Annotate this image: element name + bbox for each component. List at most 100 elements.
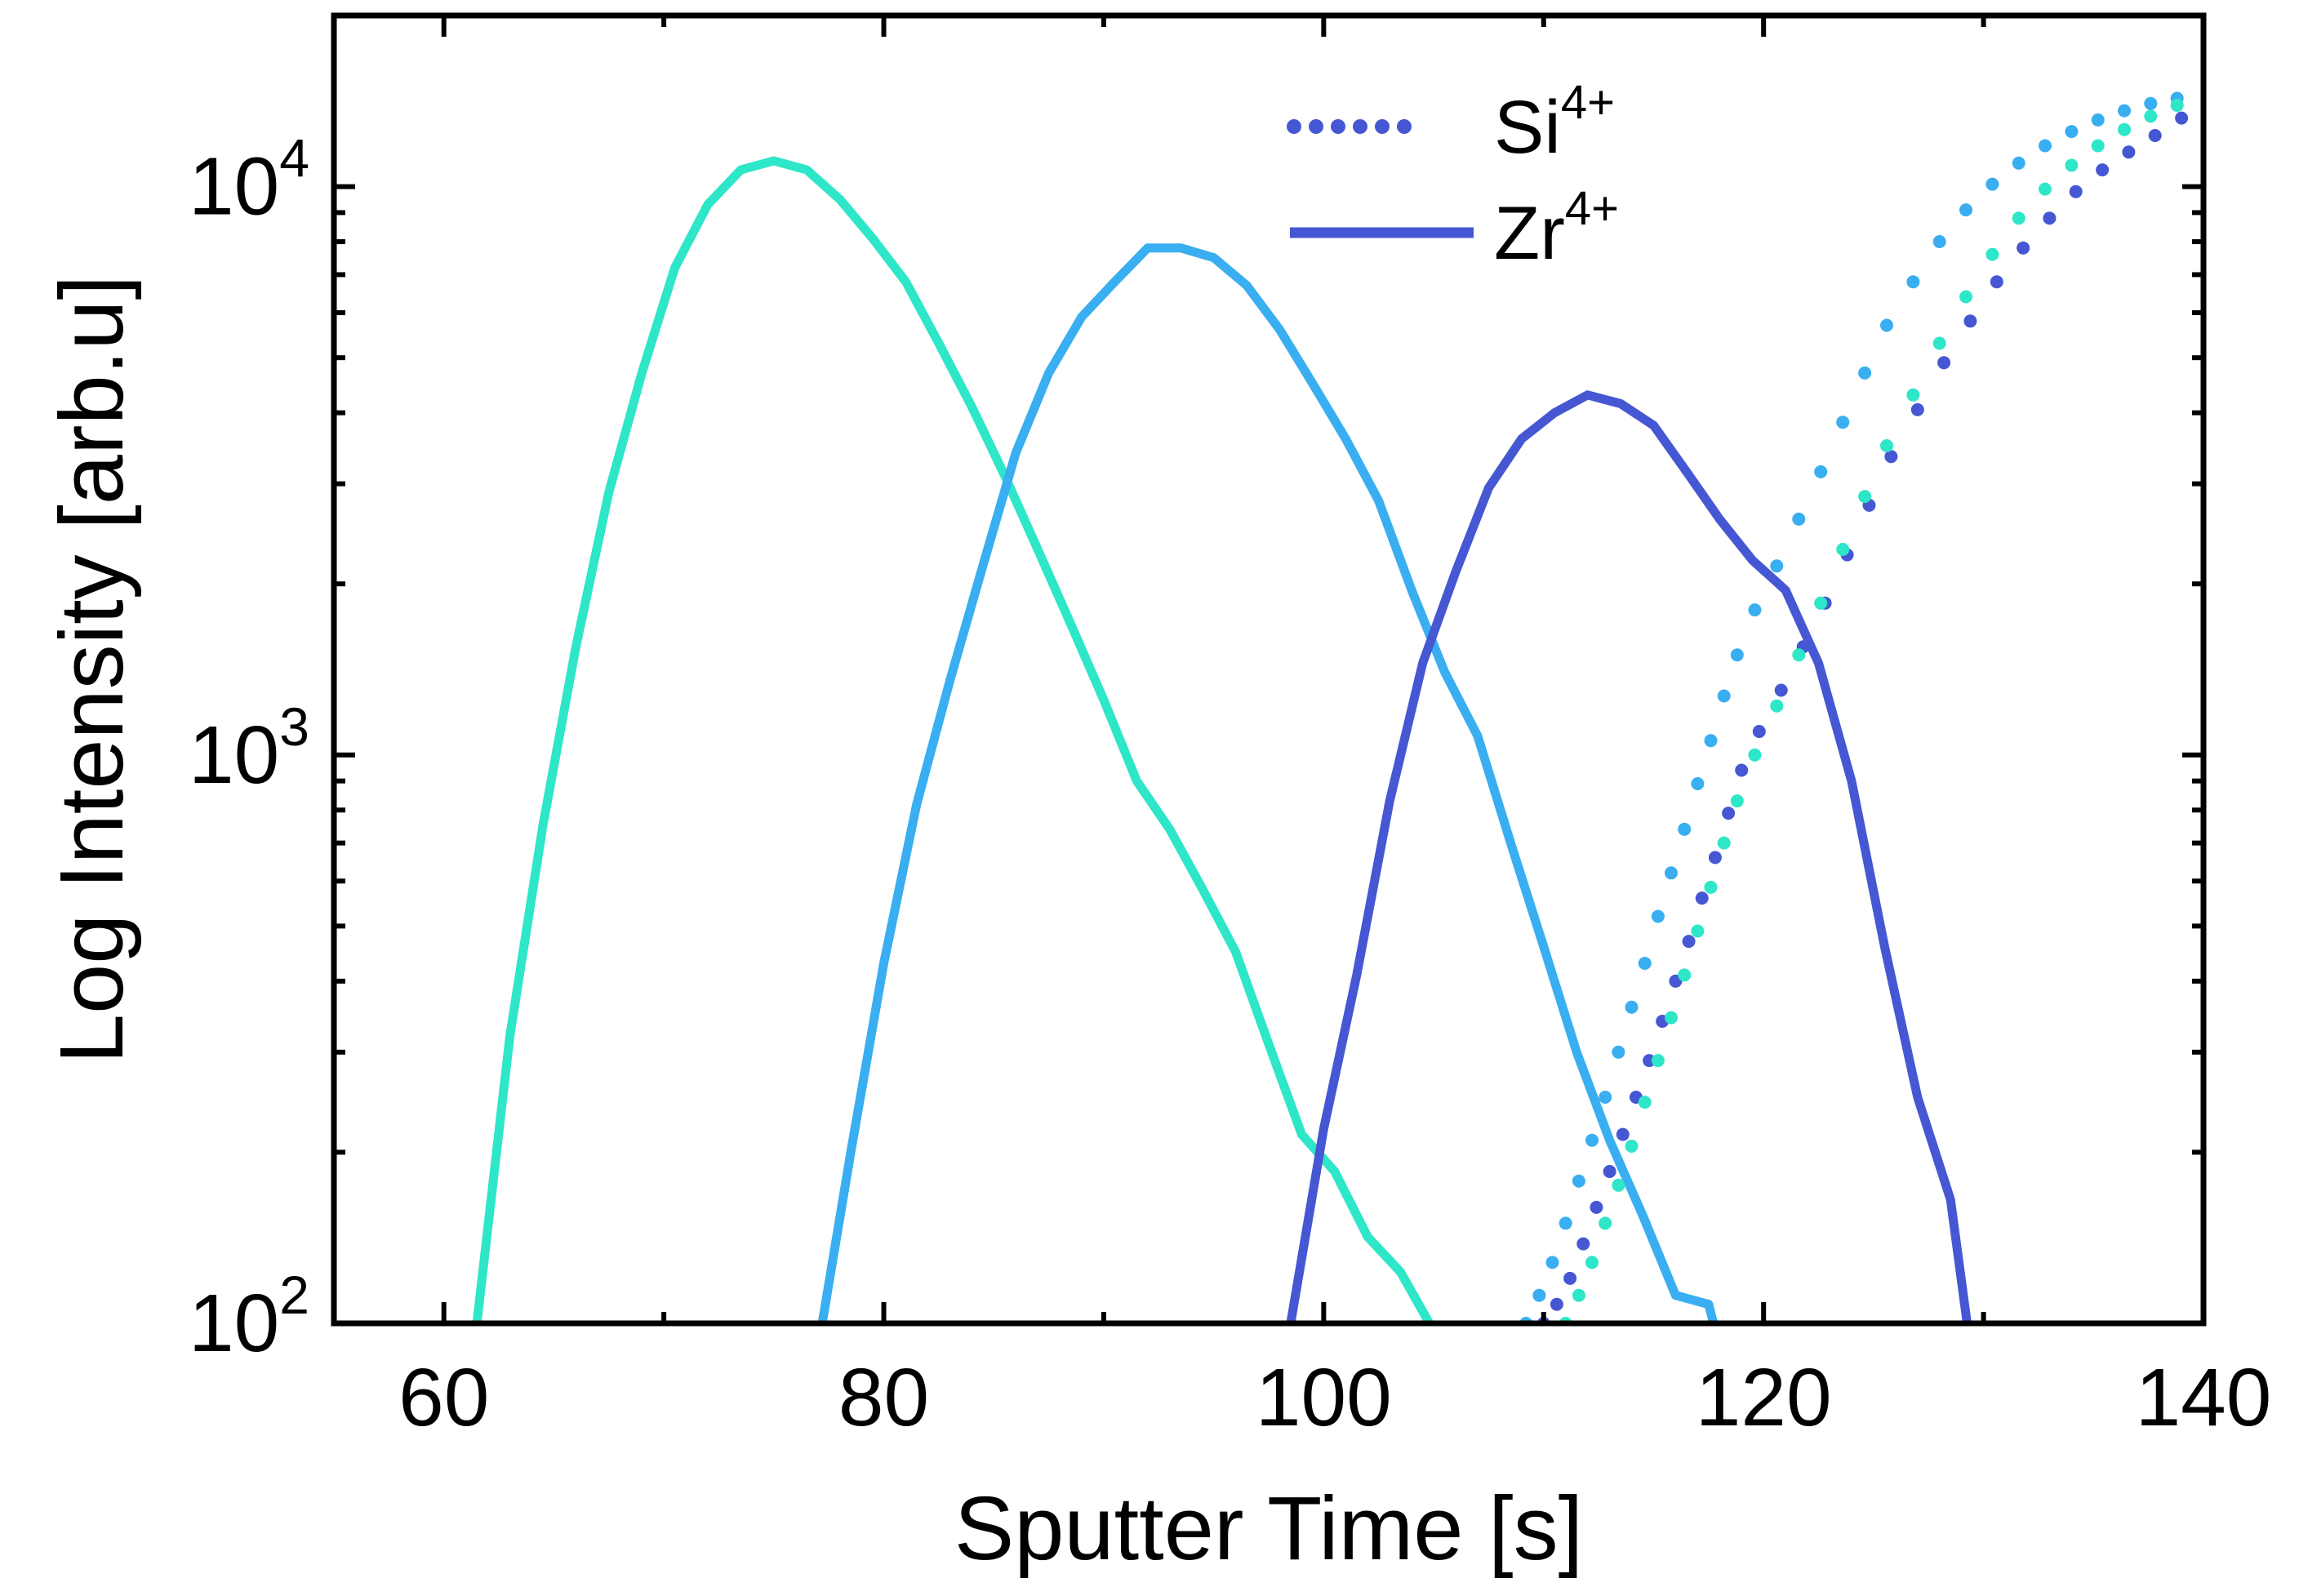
legend-label: Zr4+ xyxy=(1494,182,1619,275)
series-point-5-9 xyxy=(1678,968,1692,982)
plot-frame xyxy=(331,12,2207,1327)
series-point-4-16 xyxy=(1730,648,1744,662)
series-point-5-26 xyxy=(2039,182,2052,196)
y-tick-label: 102 xyxy=(189,1265,309,1369)
series-point-5-7 xyxy=(1651,1054,1665,1068)
series-point-3-24 xyxy=(1937,356,1951,370)
legend-label-superscript: 4+ xyxy=(1565,182,1619,235)
series-point-4-32 xyxy=(2118,104,2131,118)
series-point-3-15 xyxy=(1735,763,1749,777)
series-point-4-4 xyxy=(1572,1174,1585,1188)
series-line-1 xyxy=(817,243,1719,1323)
series-point-4-30 xyxy=(2065,125,2079,139)
series-point-5-12 xyxy=(1717,836,1731,850)
series-point-3-12 xyxy=(1695,891,1709,905)
series-point-4-33 xyxy=(2144,96,2158,110)
series-point-3-29 xyxy=(2069,184,2083,198)
series-point-5-27 xyxy=(2065,158,2079,172)
series-point-4-21 xyxy=(1836,416,1850,429)
series-point-4-7 xyxy=(1612,1045,1625,1059)
legend: Si4+Zr4+ xyxy=(1287,76,1619,275)
series-point-3-32 xyxy=(2148,129,2162,142)
x-tick-label: 60 xyxy=(398,1352,489,1443)
series-point-5-6 xyxy=(1638,1096,1652,1109)
series-point-3-4 xyxy=(1590,1200,1603,1214)
series-point-4-13 xyxy=(1691,777,1705,790)
series-point-4-23 xyxy=(1880,318,1893,332)
series-point-5-17 xyxy=(1814,596,1828,610)
legend-swatch-dot xyxy=(1309,119,1323,134)
legend-label-base: Zr xyxy=(1494,192,1565,275)
series-point-4-10 xyxy=(1651,909,1665,923)
legend-swatch-dot xyxy=(1353,119,1367,134)
series-point-5-18 xyxy=(1836,543,1850,556)
legend-swatch-dot xyxy=(1397,119,1412,134)
y-tick-label: 103 xyxy=(189,696,309,801)
series-point-4-1 xyxy=(1532,1288,1546,1302)
series-point-3-1 xyxy=(1550,1297,1563,1311)
legend-label-superscript: 4+ xyxy=(1561,76,1615,129)
legend-swatch-dot xyxy=(1287,119,1301,134)
series-point-4-26 xyxy=(1959,203,1972,217)
legend-swatch-dot xyxy=(1331,119,1345,134)
series-point-5-4 xyxy=(1612,1178,1625,1192)
series-point-3-5 xyxy=(1603,1165,1616,1178)
series-point-4-12 xyxy=(1678,822,1692,836)
series-point-5-22 xyxy=(1932,336,1946,350)
series-point-5-14 xyxy=(1748,748,1762,762)
legend-label: Si4+ xyxy=(1494,76,1615,169)
series-point-4-28 xyxy=(2012,156,2026,170)
series-point-5-2 xyxy=(1585,1256,1599,1269)
series-point-5-10 xyxy=(1691,924,1705,938)
series-point-3-11 xyxy=(1682,935,1696,949)
x-axis-label: Sputter Time [s] xyxy=(954,1478,1583,1579)
series-point-3-31 xyxy=(2122,145,2136,159)
series-point-4-17 xyxy=(1748,603,1762,617)
series-line-0 xyxy=(472,156,1435,1323)
series-point-4-9 xyxy=(1638,957,1652,970)
series-point-5-31 xyxy=(2170,99,2184,112)
series-point-3-6 xyxy=(1616,1127,1630,1141)
series-point-4-18 xyxy=(1770,559,1784,573)
series-point-4-11 xyxy=(1665,866,1678,880)
y-tick-exponent: 4 xyxy=(279,128,309,189)
series-point-4-3 xyxy=(1559,1216,1572,1230)
series-point-3-25 xyxy=(1963,314,1977,328)
y-axis-label: Log Intensity [arb.u] xyxy=(42,275,142,1064)
series-point-4-24 xyxy=(1906,275,1920,289)
series-point-5-16 xyxy=(1792,648,1806,662)
series-point-5-23 xyxy=(1959,290,1972,304)
series-point-3-2 xyxy=(1563,1271,1577,1285)
x-tick-label: 100 xyxy=(1256,1352,1392,1443)
series-point-4-29 xyxy=(2039,139,2052,153)
series-point-5-13 xyxy=(1730,794,1744,808)
series-point-5-15 xyxy=(1770,699,1784,713)
series-point-5-11 xyxy=(1704,880,1718,894)
series-point-5-21 xyxy=(1906,388,1920,402)
series-point-4-22 xyxy=(1858,366,1872,380)
series-line-2 xyxy=(1286,390,1972,1323)
series-point-4-6 xyxy=(1599,1091,1612,1104)
series-point-5-1 xyxy=(1572,1288,1585,1302)
series-point-4-5 xyxy=(1585,1133,1599,1147)
series-point-4-20 xyxy=(1814,465,1828,478)
series-point-3-23 xyxy=(1910,402,1924,416)
series-point-3-22 xyxy=(1884,450,1898,464)
series-point-5-24 xyxy=(1986,247,1999,261)
series-point-4-27 xyxy=(1986,177,1999,191)
y-tick-base: 10 xyxy=(189,709,279,801)
x-tick-label: 120 xyxy=(1696,1352,1832,1443)
x-tick-label: 140 xyxy=(2136,1352,2272,1443)
series-point-3-28 xyxy=(2043,211,2057,225)
y-tick-base: 10 xyxy=(189,1278,279,1369)
series-point-3-27 xyxy=(2017,241,2030,255)
series-point-3-14 xyxy=(1722,807,1736,820)
series-point-5-25 xyxy=(2012,211,2026,225)
x-tick-label: 80 xyxy=(838,1352,929,1443)
series-point-4-14 xyxy=(1704,734,1718,748)
series-point-3-16 xyxy=(1752,725,1766,738)
series-point-3-33 xyxy=(2175,111,2189,125)
series-point-3-3 xyxy=(1576,1237,1590,1251)
